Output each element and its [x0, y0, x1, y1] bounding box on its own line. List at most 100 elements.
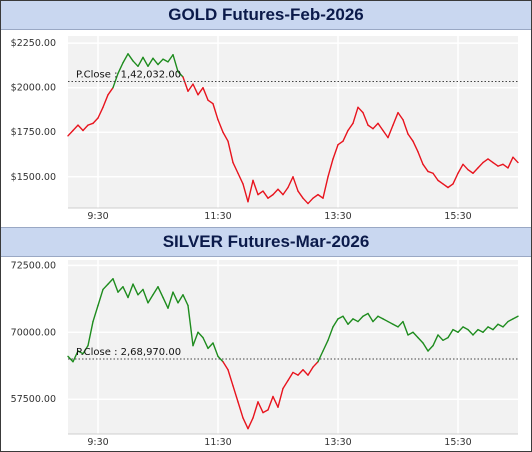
gold-price-segment	[427, 170, 434, 174]
silver-price-segment	[197, 331, 204, 339]
silver-price-segment	[387, 320, 394, 325]
silver-price-segment	[492, 323, 499, 331]
silver-price-segment	[467, 328, 474, 336]
gold-price-segment	[507, 156, 514, 169]
gold-price-segment	[392, 111, 399, 126]
gold-price-segment	[342, 129, 349, 142]
gold-price-segment	[482, 158, 489, 164]
silver-price-segment	[322, 339, 329, 352]
silver-price-segment	[362, 312, 369, 317]
gold-price-segment	[397, 111, 404, 121]
silver-price-segment	[127, 283, 134, 299]
gold-price-segment	[437, 179, 444, 185]
gold-price-segment	[312, 193, 319, 199]
gold-price-segment	[352, 106, 359, 125]
gold-price-segment	[307, 197, 314, 205]
silver-price-segment	[352, 318, 359, 323]
silver-price-segment	[437, 334, 444, 342]
gold-price-segment	[272, 188, 279, 196]
gold-price-segment	[472, 167, 479, 174]
gold-price-segment	[72, 124, 79, 132]
silver-price-segment	[187, 304, 194, 347]
silver-price-segment	[312, 361, 319, 368]
gold-y-tick-label: $1500.00	[11, 172, 56, 183]
silver-price-segment	[112, 278, 119, 293]
silver-price-segment	[92, 304, 99, 323]
gold-chart-title: GOLD Futures-Feb-2026	[168, 5, 364, 24]
gold-y-tick-label: $2250.00	[11, 38, 56, 49]
silver-price-segment	[132, 283, 139, 296]
gold-price-segment	[297, 190, 304, 199]
silver-price-segment	[407, 331, 414, 336]
gold-price-segment	[412, 140, 419, 153]
gold-price-segment	[357, 106, 364, 114]
gold-price-segment	[157, 58, 164, 66]
silver-price-segment	[122, 286, 129, 299]
gold-price-segment	[362, 111, 369, 126]
gold-price-segment	[277, 188, 284, 196]
gold-price-segment	[337, 140, 344, 146]
silver-price-segment	[67, 355, 74, 363]
silver-price-segment	[232, 385, 239, 403]
silver-price-segment	[222, 361, 229, 371]
silver-price-segment	[482, 326, 489, 333]
gold-price-segment	[382, 129, 389, 139]
silver-price-segment	[142, 288, 149, 304]
silver-x-tick-label: 13:30	[324, 437, 351, 448]
gold-price-segment	[257, 190, 264, 196]
silver-price-segment	[507, 318, 514, 323]
gold-price-segment	[267, 193, 274, 199]
gold-price-segment	[82, 124, 89, 132]
silver-price-segment	[297, 369, 304, 376]
gold-price-segment	[207, 99, 214, 105]
silver-price-segment	[82, 344, 89, 355]
gold-price-segment	[247, 179, 254, 203]
silver-x-tick-label: 9:30	[87, 437, 108, 448]
gold-price-segment	[142, 56, 149, 68]
silver-price-segment	[377, 315, 384, 320]
gold-x-tick-label: 11:30	[204, 211, 231, 220]
silver-price-segment	[302, 369, 309, 376]
gold-price-segment	[122, 53, 129, 64]
silver-price-segment	[77, 350, 84, 355]
gold-chart-title-bar: GOLD Futures-Feb-2026	[1, 1, 531, 30]
gold-price-segment	[227, 140, 234, 164]
silver-price-segment	[257, 401, 264, 414]
silver-price-segment	[272, 395, 279, 408]
silver-price-segment	[212, 342, 219, 358]
silver-price-segment	[417, 336, 424, 344]
gold-price-segment	[137, 56, 144, 68]
silver-price-segment	[367, 312, 374, 323]
silver-price-segment	[447, 328, 454, 339]
gold-price-segment	[367, 124, 374, 130]
silver-price-segment	[207, 342, 214, 350]
gold-price-segment	[202, 86, 209, 101]
silver-chart-title: SILVER Futures-Mar-2026	[162, 232, 370, 251]
gold-price-segment	[102, 94, 109, 108]
silver-price-segment	[267, 395, 274, 411]
gold-price-segment	[492, 161, 499, 167]
silver-y-tick-label: 72500.00	[11, 260, 56, 271]
gold-price-segment	[182, 76, 189, 92]
gold-price-segment	[372, 122, 379, 130]
gold-price-segment	[447, 183, 454, 189]
silver-price-segment	[117, 286, 124, 293]
gold-price-segment	[377, 122, 384, 132]
silver-price-segment	[72, 350, 79, 363]
gold-price-segment	[187, 83, 194, 92]
gold-price-segment	[497, 163, 504, 167]
gold-x-tick-label: 15:30	[444, 211, 471, 220]
silver-price-segment	[497, 323, 504, 328]
gold-price-segment	[282, 186, 289, 196]
gold-price-segment	[432, 172, 439, 182]
silver-price-segment	[307, 366, 314, 376]
silver-price-segment	[137, 288, 144, 296]
gold-price-segment	[192, 83, 199, 96]
silver-futures-chart: 72500.00 70000.00 57500.00 9:30 11:30 13:30 15…	[11, 260, 519, 448]
gold-price-segment	[112, 72, 119, 89]
gold-price-segment	[237, 172, 244, 185]
gold-x-tick-label: 13:30	[324, 211, 351, 220]
gold-price-segment	[167, 54, 174, 63]
gold-price-segment	[317, 193, 324, 199]
gold-price-segment	[87, 122, 94, 126]
